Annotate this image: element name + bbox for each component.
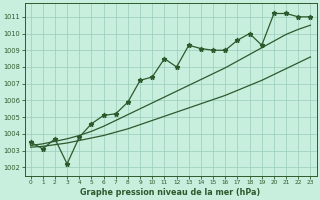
X-axis label: Graphe pression niveau de la mer (hPa): Graphe pression niveau de la mer (hPa) xyxy=(80,188,261,197)
